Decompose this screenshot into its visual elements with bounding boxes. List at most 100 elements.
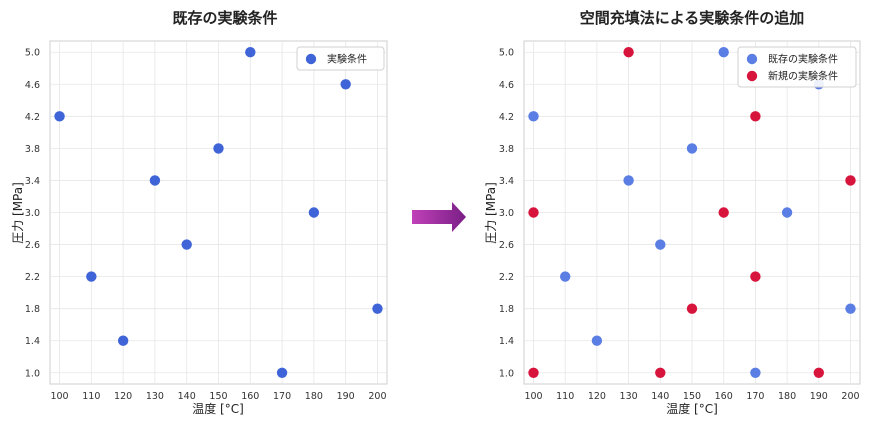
x-tick-label: 130 [146,391,164,402]
y-tick-label: 2.6 [25,240,40,251]
scatter-point [54,111,65,122]
scatter-point [750,367,761,378]
scatter-point [845,303,856,314]
x-axis-label: 温度 [°C] [666,401,718,416]
legend-label: 既存の実験条件 [768,53,838,66]
x-tick-label: 170 [746,391,764,402]
gridlines [524,41,860,384]
x-tick-label: 110 [82,391,100,402]
data-points [54,47,383,378]
legend-label: 実験条件 [327,53,367,66]
legend-label: 新規の実験条件 [768,70,838,83]
scatter-point [686,143,698,154]
x-tick-label: 120 [588,391,606,402]
y-tick-label: 1.0 [499,368,514,379]
scatter-point [718,47,729,58]
y-tick-label: 1.4 [25,336,40,347]
x-tick-label: 120 [114,391,132,402]
y-tick-label: 1.0 [25,368,40,379]
y-tick-label: 5.0 [499,48,514,59]
gridlines [50,41,387,384]
y-tick-label: 1.8 [499,304,514,315]
x-tick-label: 180 [778,391,796,402]
legend-box [296,46,385,71]
scatter-point [655,239,666,250]
x-tick-label: 170 [273,391,291,402]
right-arrow-icon [412,202,466,232]
y-tick-label: 4.2 [25,112,40,123]
scatter-point [308,207,320,218]
scatter-point [149,175,161,186]
scatter-point [845,175,856,186]
x-tick-label: 100 [524,391,542,402]
scatter-point [528,111,539,122]
y-tick-label: 4.6 [25,80,40,91]
chart-space-filling-conditions: 空間充填法による実験条件の追加 100 110 120 130 140 150 160 170… [484,9,861,416]
x-tick-label: 150 [209,391,227,402]
x-tick-label: 190 [337,391,355,402]
scatter-point [372,303,383,314]
chart-title: 空間充填法による実験条件の追加 [580,9,805,27]
scatter-point [245,47,256,58]
x-tick-label: 100 [50,391,68,402]
scatter-point [750,271,761,282]
y-tick-label: 1.4 [499,336,514,347]
scatter-point [276,367,288,378]
y-tick-label: 2.2 [499,272,514,283]
x-tick-label: 200 [368,391,386,402]
x-axis-label: 温度 [°C] [192,401,244,416]
y-tick-label: 5.0 [25,48,40,59]
y-tick-label: 3.4 [499,176,514,187]
scatter-point [560,271,571,282]
y-tick-label: 4.2 [499,112,514,123]
scatter-point [718,207,729,218]
x-tick-label: 200 [841,391,859,402]
scatter-point [181,239,192,250]
y-tick-label: 3.0 [499,208,514,219]
y-axis-label: 圧力 [MPa] [11,182,25,244]
scatter-point [623,47,634,58]
y-tick-label: 4.6 [499,80,514,91]
scatter-point [117,335,129,346]
legend: 実験条件 [296,46,385,71]
y-tick-label: 2.2 [25,272,40,283]
scatter-point [686,303,698,314]
x-tick-label: 150 [683,391,701,402]
x-tick-label: 190 [810,391,828,402]
y-tick-label: 2.6 [499,240,514,251]
x-tick-label: 160 [715,391,733,402]
scatter-point [623,175,634,186]
y-axis-label: 圧力 [MPa] [484,182,498,244]
scatter-point [528,367,539,378]
tick-labels: 100 110 120 130 140 150 160 170 180 190 200 1.0 1.4 1… [499,48,860,402]
legend-marker [746,53,758,65]
scatter-point [813,367,824,378]
x-tick-label: 130 [620,391,638,402]
y-tick-label: 3.8 [25,144,40,155]
scatter-point [655,367,666,378]
chart-existing-conditions: 既存の実験条件 100 110 120 130 140 150 160 170 180 190 20… [11,9,388,416]
scatter-point [86,271,97,282]
scatter-point [781,207,793,218]
legend-marker [305,53,317,65]
y-tick-label: 3.4 [25,176,40,187]
scatter-point [340,79,351,90]
x-tick-label: 140 [651,391,669,402]
scatter-point [528,207,539,218]
scatter-point [591,335,603,346]
chart-title: 既存の実験条件 [172,9,277,27]
x-tick-label: 180 [305,391,323,402]
tick-labels: 100 110 120 130 140 150 160 170 180 190 200 1.0 1.4 1… [25,48,387,402]
x-tick-label: 140 [178,391,196,402]
x-tick-label: 160 [241,391,259,402]
scatter-point [213,143,224,154]
legend-marker [746,70,758,82]
x-tick-label: 110 [556,391,574,402]
y-tick-label: 3.0 [25,208,40,219]
y-tick-label: 1.8 [25,304,40,315]
scatter-point [750,111,761,122]
y-tick-label: 3.8 [499,144,514,155]
legend-box [737,46,857,88]
